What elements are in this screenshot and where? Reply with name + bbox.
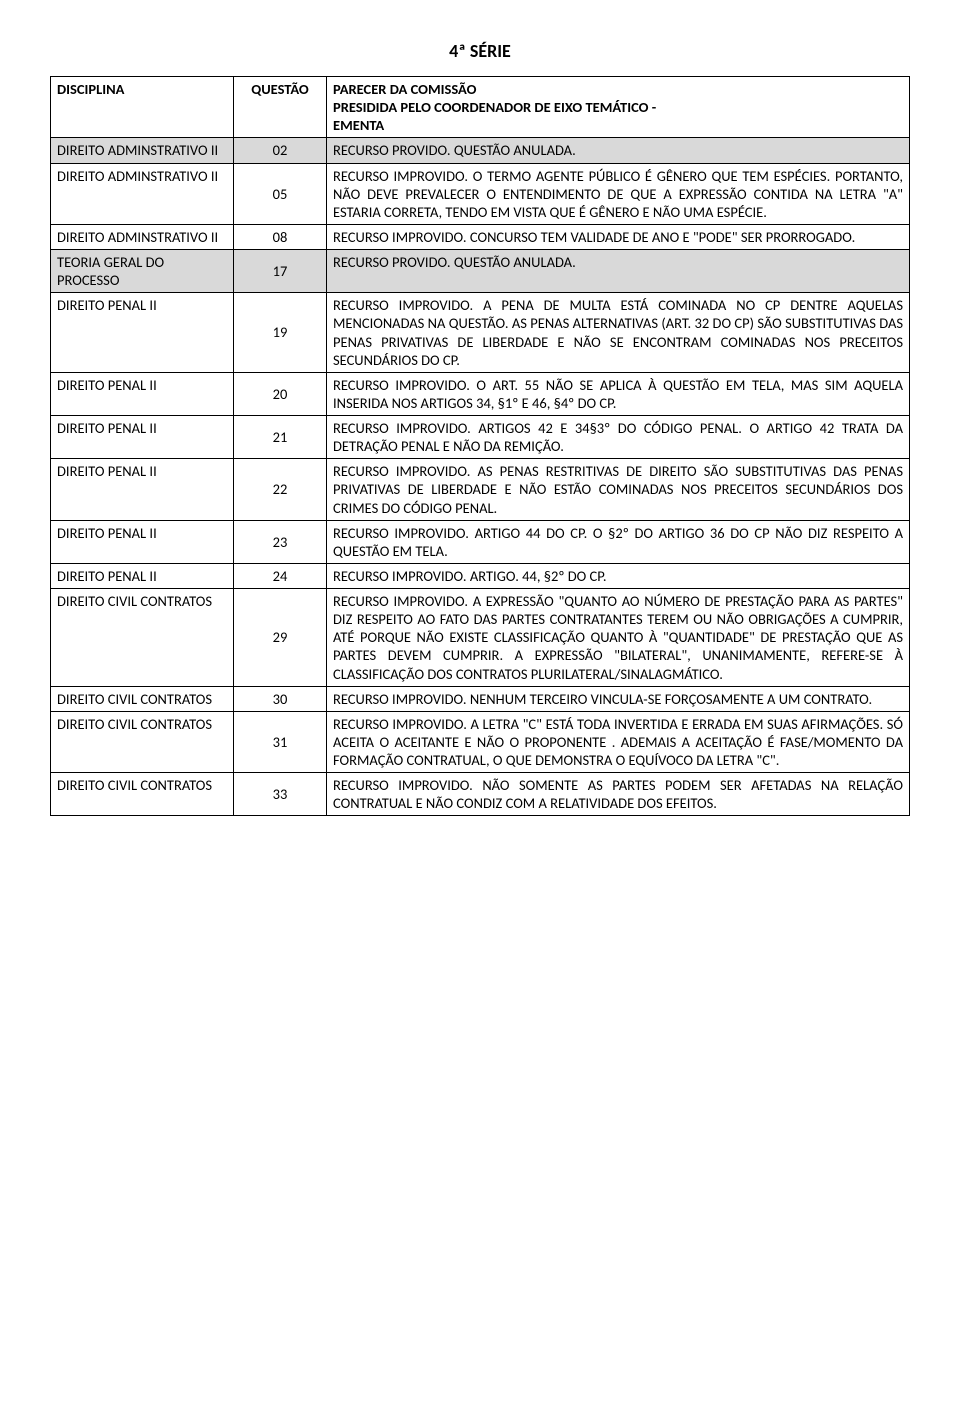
- cell-disciplina: TEORIA GERAL DO PROCESSO: [51, 250, 234, 293]
- cell-disciplina: DIREITO CIVIL CONTRATOS: [51, 773, 234, 816]
- cell-parecer: RECURSO IMPROVIDO. NENHUM TERCEIRO VINCU…: [327, 686, 910, 711]
- cell-disciplina: DIREITO PENAL II: [51, 520, 234, 563]
- page-title: 4ª SÉRIE: [50, 40, 910, 62]
- cell-questao: 33: [234, 773, 327, 816]
- cell-parecer: RECURSO IMPROVIDO. ARTIGO 44 DO CP. O §2…: [327, 520, 910, 563]
- table-body: DIREITO ADMINSTRATIVO II02RECURSO PROVID…: [51, 138, 910, 816]
- cell-parecer: RECURSO IMPROVIDO. AS PENAS RESTRITIVAS …: [327, 459, 910, 520]
- cell-questao: 24: [234, 563, 327, 588]
- cell-parecer: RECURSO IMPROVIDO. O ART. 55 NÃO SE APLI…: [327, 372, 910, 415]
- table-row: DIREITO ADMINSTRATIVO II08RECURSO IMPROV…: [51, 224, 910, 249]
- table-row: DIREITO PENAL II24RECURSO IMPROVIDO. ART…: [51, 563, 910, 588]
- cell-disciplina: DIREITO CIVIL CONTRATOS: [51, 711, 234, 772]
- cell-disciplina: DIREITO ADMINSTRATIVO II: [51, 163, 234, 224]
- cell-parecer: RECURSO IMPROVIDO. NÃO SOMENTE AS PARTES…: [327, 773, 910, 816]
- table-row: DIREITO PENAL II20RECURSO IMPROVIDO. O A…: [51, 372, 910, 415]
- header-parecer-line2: PRESIDIDA PELO COORDENADOR DE EIXO TEMÁT…: [333, 98, 656, 116]
- cell-questao: 29: [234, 589, 327, 687]
- cell-questao: 22: [234, 459, 327, 520]
- cell-disciplina: DIREITO PENAL II: [51, 416, 234, 459]
- cell-parecer: RECURSO PROVIDO. QUESTÃO ANULADA.: [327, 250, 910, 293]
- cell-disciplina: DIREITO ADMINSTRATIVO II: [51, 138, 234, 163]
- cell-questao: 05: [234, 163, 327, 224]
- cell-questao: 17: [234, 250, 327, 293]
- cell-parecer: RECURSO IMPROVIDO. ARTIGOS 42 E 34§3º DO…: [327, 416, 910, 459]
- table-row: DIREITO ADMINSTRATIVO II05RECURSO IMPROV…: [51, 163, 910, 224]
- cell-parecer: RECURSO IMPROVIDO. ARTIGO. 44, §2º DO CP…: [327, 563, 910, 588]
- cell-questao: 23: [234, 520, 327, 563]
- cell-questao: 31: [234, 711, 327, 772]
- table-row: DIREITO PENAL II21RECURSO IMPROVIDO. ART…: [51, 416, 910, 459]
- table-row: DIREITO PENAL II19RECURSO IMPROVIDO. A P…: [51, 293, 910, 373]
- cell-disciplina: DIREITO ADMINSTRATIVO II: [51, 224, 234, 249]
- header-parecer: PARECER DA COMISSÃO PRESIDIDA PELO COORD…: [327, 77, 910, 138]
- cell-questao: 08: [234, 224, 327, 249]
- cell-parecer: RECURSO IMPROVIDO. A LETRA "C" ESTÁ TODA…: [327, 711, 910, 772]
- table-row: TEORIA GERAL DO PROCESSO17RECURSO PROVID…: [51, 250, 910, 293]
- header-questao: QUESTÃO: [234, 77, 327, 138]
- table-row: DIREITO CIVIL CONTRATOS33RECURSO IMPROVI…: [51, 773, 910, 816]
- header-parecer-line1: PARECER DA COMISSÃO: [333, 80, 476, 98]
- cell-questao: 21: [234, 416, 327, 459]
- header-row: DISCIPLINA QUESTÃO PARECER DA COMISSÃO P…: [51, 77, 910, 138]
- table-row: DIREITO ADMINSTRATIVO II02RECURSO PROVID…: [51, 138, 910, 163]
- cell-disciplina: DIREITO CIVIL CONTRATOS: [51, 686, 234, 711]
- cell-disciplina: DIREITO CIVIL CONTRATOS: [51, 589, 234, 687]
- cell-disciplina: DIREITO PENAL II: [51, 372, 234, 415]
- header-parecer-line3: EMENTA: [333, 116, 384, 134]
- table-row: DIREITO CIVIL CONTRATOS29RECURSO IMPROVI…: [51, 589, 910, 687]
- cell-questao: 30: [234, 686, 327, 711]
- table-row: DIREITO CIVIL CONTRATOS30RECURSO IMPROVI…: [51, 686, 910, 711]
- cell-parecer: RECURSO PROVIDO. QUESTÃO ANULADA.: [327, 138, 910, 163]
- cell-parecer: RECURSO IMPROVIDO. A PENA DE MULTA ESTÁ …: [327, 293, 910, 373]
- cell-questao: 02: [234, 138, 327, 163]
- header-disciplina: DISCIPLINA: [51, 77, 234, 138]
- cell-parecer: RECURSO IMPROVIDO. CONCURSO TEM VALIDADE…: [327, 224, 910, 249]
- cell-disciplina: DIREITO PENAL II: [51, 459, 234, 520]
- cell-parecer: RECURSO IMPROVIDO. O TERMO AGENTE PÚBLIC…: [327, 163, 910, 224]
- table-row: DIREITO PENAL II22RECURSO IMPROVIDO. AS …: [51, 459, 910, 520]
- cell-questao: 19: [234, 293, 327, 373]
- cell-questao: 20: [234, 372, 327, 415]
- table-row: DIREITO CIVIL CONTRATOS31RECURSO IMPROVI…: [51, 711, 910, 772]
- cell-parecer: RECURSO IMPROVIDO. A EXPRESSÃO "QUANTO A…: [327, 589, 910, 687]
- table-row: DIREITO PENAL II23RECURSO IMPROVIDO. ART…: [51, 520, 910, 563]
- cell-disciplina: DIREITO PENAL II: [51, 563, 234, 588]
- cell-disciplina: DIREITO PENAL II: [51, 293, 234, 373]
- parecer-table: DISCIPLINA QUESTÃO PARECER DA COMISSÃO P…: [50, 76, 910, 816]
